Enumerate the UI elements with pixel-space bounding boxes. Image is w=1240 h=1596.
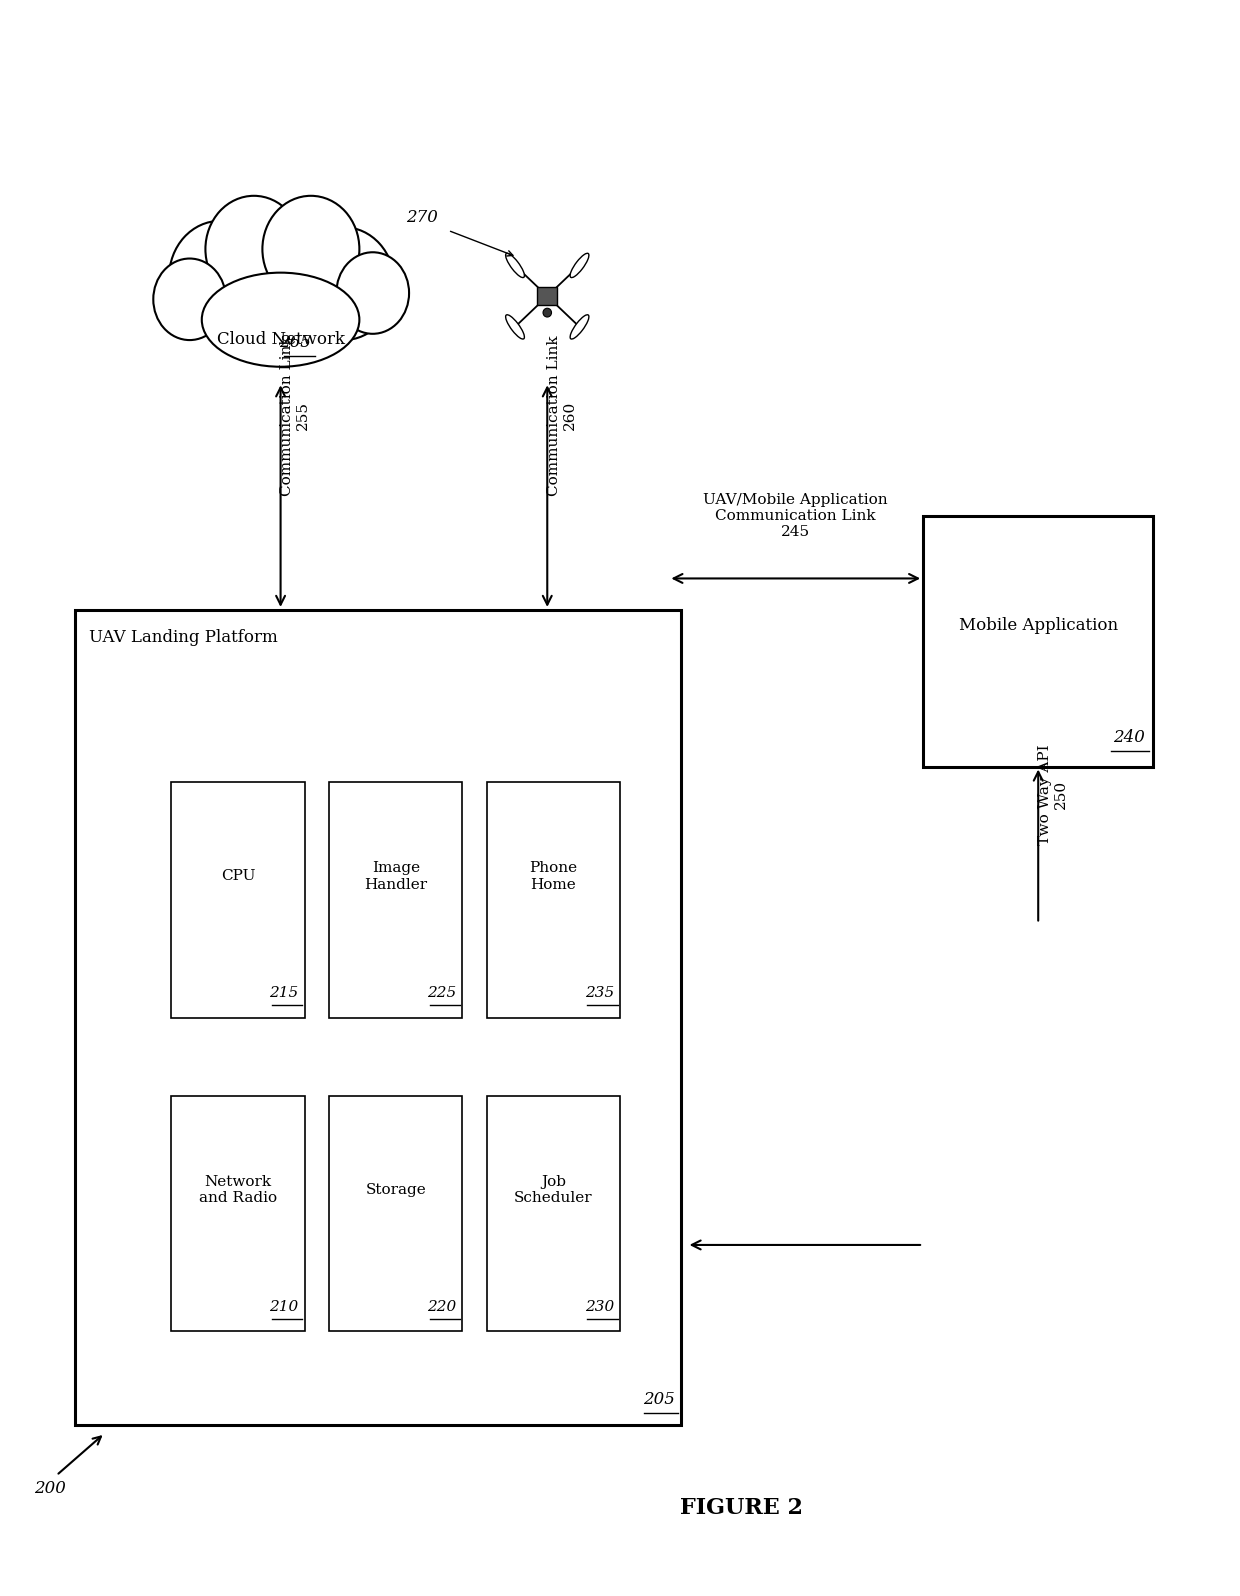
Ellipse shape — [154, 259, 226, 340]
Ellipse shape — [506, 254, 525, 278]
Text: Communication Link
255: Communication Link 255 — [280, 335, 310, 496]
Text: Network
and Radio: Network and Radio — [200, 1175, 278, 1205]
Text: Job
Scheduler: Job Scheduler — [515, 1175, 593, 1205]
Text: Mobile Application: Mobile Application — [959, 618, 1117, 634]
Bar — [329, 1096, 463, 1331]
Ellipse shape — [570, 314, 589, 338]
Text: Image
Handler: Image Handler — [365, 862, 428, 892]
Ellipse shape — [506, 314, 525, 338]
Text: 200: 200 — [35, 1479, 66, 1497]
Text: CPU: CPU — [221, 870, 255, 884]
Ellipse shape — [336, 252, 409, 334]
Text: 240: 240 — [1114, 729, 1145, 747]
Bar — [74, 610, 681, 1425]
Ellipse shape — [263, 196, 360, 302]
Text: 235: 235 — [585, 986, 614, 1001]
Ellipse shape — [208, 214, 353, 346]
Text: 225: 225 — [427, 986, 456, 1001]
Bar — [329, 782, 463, 1018]
Ellipse shape — [293, 227, 394, 340]
Text: Storage: Storage — [366, 1183, 427, 1197]
Text: 210: 210 — [269, 1301, 299, 1314]
Ellipse shape — [169, 220, 270, 334]
Text: 205: 205 — [642, 1392, 675, 1408]
Bar — [171, 782, 305, 1018]
Ellipse shape — [543, 308, 552, 318]
Ellipse shape — [206, 196, 303, 302]
Text: Two Way API
250: Two Way API 250 — [1038, 744, 1068, 844]
Text: 215: 215 — [269, 986, 299, 1001]
Text: Phone
Home: Phone Home — [529, 862, 578, 892]
Bar — [486, 1096, 620, 1331]
Text: 270: 270 — [407, 209, 438, 225]
Ellipse shape — [570, 254, 589, 278]
Text: 265: 265 — [279, 334, 311, 351]
Text: 220: 220 — [427, 1301, 456, 1314]
Ellipse shape — [202, 273, 360, 367]
Bar — [486, 782, 620, 1018]
Bar — [923, 516, 1153, 766]
Text: Communication Link
260: Communication Link 260 — [547, 335, 577, 496]
Text: FIGURE 2: FIGURE 2 — [680, 1497, 802, 1519]
Text: UAV/Mobile Application
Communication Link
245: UAV/Mobile Application Communication Lin… — [703, 493, 888, 539]
Bar — [171, 1096, 305, 1331]
Text: UAV Landing Platform: UAV Landing Platform — [89, 629, 278, 646]
Polygon shape — [537, 287, 558, 305]
Text: 230: 230 — [585, 1301, 614, 1314]
Text: Cloud Network: Cloud Network — [217, 330, 345, 348]
